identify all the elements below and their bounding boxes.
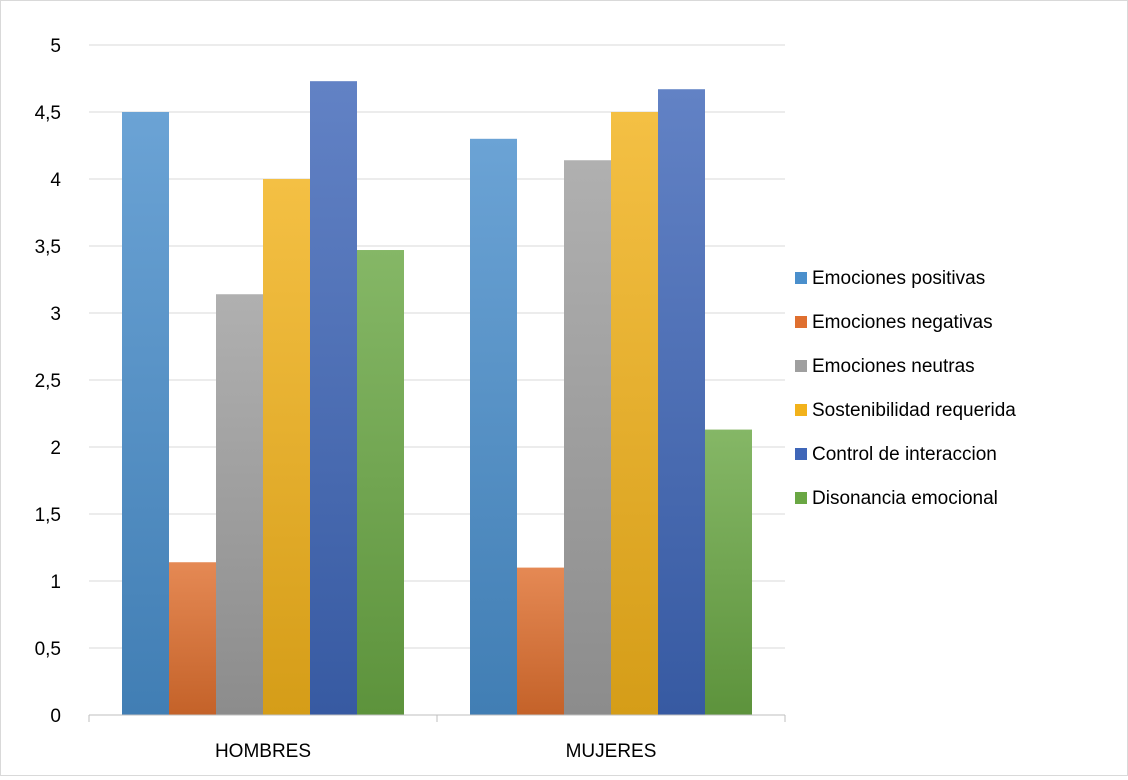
legend-swatch <box>795 272 807 284</box>
x-axis-categories: HOMBRES MUJERES <box>215 741 656 762</box>
y-tick-label: 2 <box>50 438 61 459</box>
bar <box>263 179 310 715</box>
y-tick-label: 4,5 <box>35 103 61 124</box>
x-category-label: MUJERES <box>566 741 657 762</box>
legend-label: Emociones negativas <box>812 312 993 333</box>
legend-label: Control de interaccion <box>812 444 997 465</box>
legend-swatch <box>795 404 807 416</box>
x-category-label: HOMBRES <box>215 741 311 762</box>
bar <box>310 81 357 716</box>
bar <box>169 562 216 715</box>
bar <box>611 112 658 715</box>
legend-swatch <box>795 448 807 460</box>
y-tick-label: 0 <box>50 706 61 727</box>
y-tick-label: 2,5 <box>35 371 61 392</box>
y-tick-label: 0,5 <box>35 639 61 660</box>
bar <box>357 250 404 715</box>
x-axis <box>88 714 786 722</box>
bar <box>564 160 611 716</box>
y-tick-label: 3 <box>50 304 61 325</box>
bar <box>517 567 564 715</box>
y-tick-label: 1,5 <box>35 505 61 526</box>
legend-swatch <box>795 316 807 328</box>
bar <box>658 89 705 716</box>
bar <box>705 429 752 715</box>
y-tick-label: 5 <box>50 36 61 57</box>
bar <box>122 112 169 715</box>
bar <box>470 138 517 716</box>
legend-label: Disonancia emocional <box>812 488 998 509</box>
legend-label: Emociones neutras <box>812 356 975 377</box>
legend: Emociones positivas Emociones negativas Em… <box>795 268 1016 509</box>
bars <box>122 81 752 716</box>
legend-swatch <box>795 360 807 372</box>
bar <box>216 294 263 715</box>
y-axis-ticks: 0 0,5 1 1,5 2 2,5 3 3,5 4 4,5 5 <box>35 36 62 727</box>
y-tick-label: 3,5 <box>35 237 61 258</box>
y-tick-label: 1 <box>50 572 61 593</box>
legend-label: Emociones positivas <box>812 268 985 289</box>
y-tick-label: 4 <box>50 170 61 191</box>
legend-swatch <box>795 492 807 504</box>
legend-label: Sostenibilidad requerida <box>812 400 1016 421</box>
